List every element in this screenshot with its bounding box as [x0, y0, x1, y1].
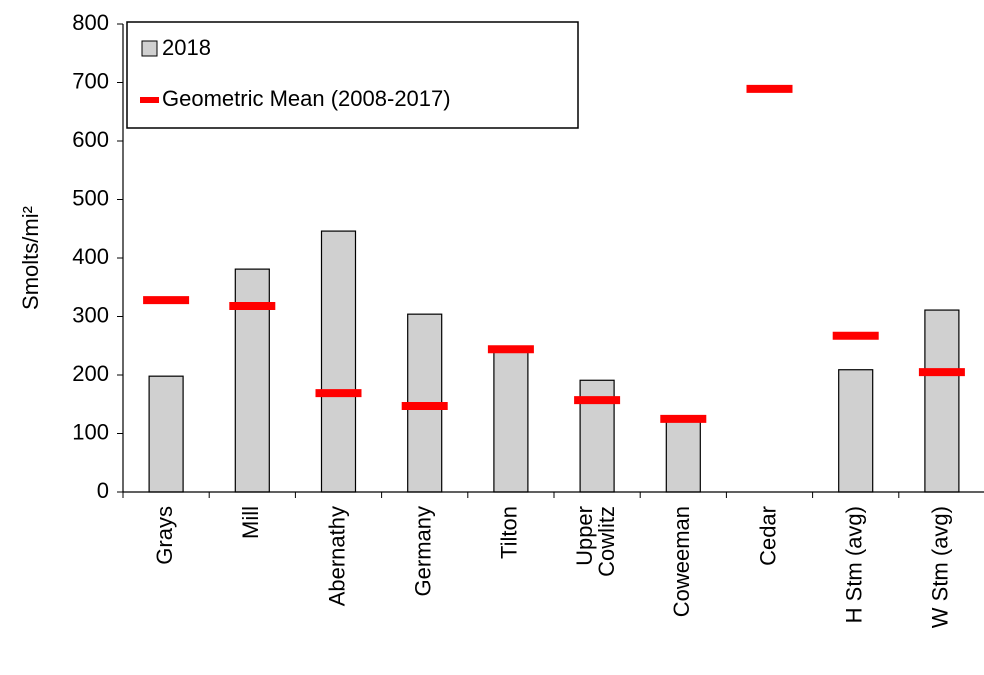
bar	[665, 421, 701, 493]
x-tick-label: Tilton	[497, 506, 522, 559]
x-tick-label: Germany	[411, 506, 436, 596]
bar	[148, 375, 184, 493]
bar	[924, 309, 960, 493]
x-tick-label: Coweeman	[669, 506, 694, 617]
y-axis-label: Smolts/mi²	[18, 206, 43, 310]
legend-box	[126, 21, 579, 129]
bar	[320, 230, 357, 493]
y-tick-label: 800	[72, 10, 109, 35]
bar	[838, 369, 874, 493]
legend: 2018 Geometric Mean (2008-2017)	[126, 21, 579, 129]
x-tick-label: Cedar	[755, 506, 780, 566]
x-tick-label: W Stm (avg)	[928, 506, 953, 628]
x-tick-label: Abernathy	[324, 506, 349, 606]
x-tick-label: H Stm (avg)	[842, 506, 867, 623]
y-tick-label: 700	[72, 68, 109, 93]
y-tick-label: 200	[72, 361, 109, 386]
legend-label: 2018	[162, 35, 211, 60]
y-tick-label: 100	[72, 419, 109, 444]
x-tick-label: Mill	[238, 506, 263, 539]
y-tick-label: 0	[97, 478, 109, 503]
y-tick-label: 400	[72, 244, 109, 269]
bar	[493, 348, 529, 493]
x-tick-label: Grays	[152, 506, 177, 565]
legend-label: Geometric Mean (2008-2017)	[162, 86, 451, 111]
y-tick-label: 300	[72, 302, 109, 327]
legend-swatch	[141, 40, 158, 57]
x-tick-label: UpperCowlitz	[572, 506, 619, 577]
y-tick-label: 500	[72, 185, 109, 210]
y-tick-label: 600	[72, 127, 109, 152]
